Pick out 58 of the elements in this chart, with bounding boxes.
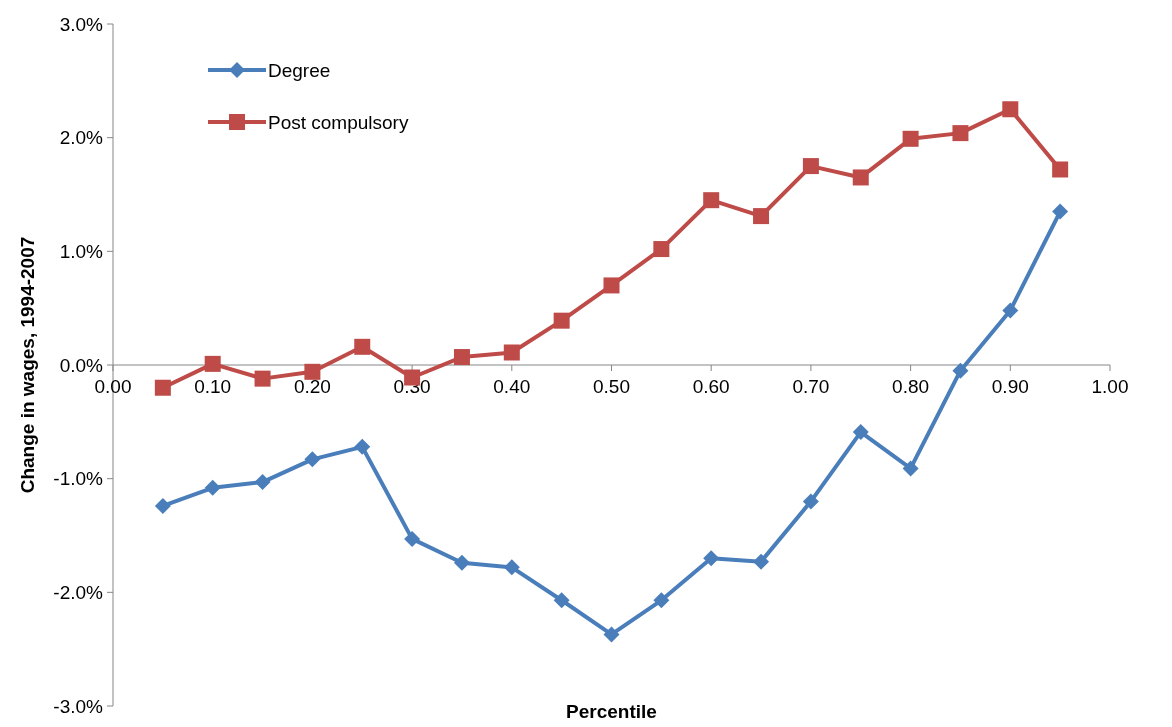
point (1052, 203, 1069, 220)
point (902, 460, 919, 477)
point (653, 592, 670, 609)
y-tick-label: -1.0% (53, 468, 104, 490)
point (453, 554, 470, 571)
point (753, 553, 770, 570)
legend-label: Post compulsory (268, 111, 409, 133)
point (204, 479, 221, 496)
point (603, 626, 620, 643)
point (354, 438, 371, 455)
point (703, 550, 720, 567)
x-tick-label: 0.70 (792, 376, 830, 397)
x-tick-label: 0.60 (692, 376, 730, 397)
y-axis-title: Change in wages, 1994-2007 (17, 236, 38, 494)
point (852, 424, 869, 441)
point (503, 559, 520, 576)
point (404, 530, 421, 547)
x-tick-label: 0.10 (194, 376, 232, 397)
point (254, 474, 271, 491)
y-tick-label: -3.0% (53, 695, 104, 717)
point (154, 497, 171, 514)
point (304, 451, 321, 468)
y-tick-label: 1.0% (59, 240, 104, 262)
point (254, 370, 271, 387)
x-tick-label: 0.20 (293, 376, 331, 397)
point (902, 130, 919, 147)
point (1052, 161, 1069, 178)
y-tick-label: -2.0% (53, 581, 104, 603)
point (553, 312, 570, 329)
point (952, 362, 969, 379)
point (952, 125, 969, 142)
point (503, 344, 520, 361)
point (553, 592, 570, 609)
point (852, 169, 869, 186)
point (204, 355, 221, 372)
x-tick-label: 0.50 (593, 376, 630, 397)
point (603, 277, 620, 294)
legend-label: Degree (268, 59, 331, 81)
x-tick-label: 0.00 (94, 376, 132, 397)
point (1002, 302, 1019, 319)
x-tick-label: 1.00 (1091, 376, 1129, 397)
x-tick-label: 0.40 (493, 376, 531, 397)
x-tick-label: 0.90 (991, 376, 1029, 397)
y-tick-label: 2.0% (59, 127, 104, 149)
point (802, 493, 819, 510)
x-axis-title: Percentile (566, 701, 657, 722)
y-tick-label: 3.0% (59, 13, 104, 35)
point (453, 349, 470, 366)
x-tick-label: 0.80 (892, 376, 930, 397)
y-tick-label: 0.0% (59, 354, 104, 376)
point (703, 192, 720, 209)
point (653, 241, 670, 258)
point (802, 158, 819, 175)
point (154, 379, 171, 396)
point (1002, 101, 1019, 118)
point (304, 363, 321, 380)
point (354, 338, 371, 355)
point (753, 208, 770, 225)
